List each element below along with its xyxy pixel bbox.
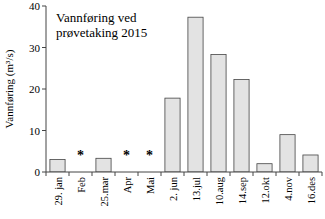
x-tick-label: 4.nov (283, 176, 294, 200)
x-tick-label: 25.mar (99, 177, 110, 207)
y-tick-label: 0 (35, 166, 41, 178)
x-tick-label: Mai (145, 177, 156, 194)
y-tick (42, 47, 46, 48)
bar (50, 160, 65, 172)
x-tick-label: Feb (76, 177, 87, 193)
x-tick (92, 172, 93, 176)
x-tick-label: Apr (122, 177, 133, 194)
y-tick-label: 40 (29, 0, 41, 12)
bar (234, 79, 249, 172)
bar (96, 158, 111, 172)
x-tick (184, 172, 185, 176)
annotation: * (146, 148, 153, 163)
bar (188, 17, 203, 172)
bar (280, 135, 295, 172)
y-axis-label: Vannføring (m³/s) (3, 49, 16, 128)
x-tick-label: 16.des (306, 177, 317, 204)
x-tick (253, 172, 254, 176)
x-tick-label: 2. jun (168, 176, 179, 201)
title: Vannføring vedprøvetaking 2015 (56, 10, 147, 40)
x-tick (69, 172, 70, 176)
x-tick (207, 172, 208, 176)
chart-container: 0 10 20 30 40 29. jan Feb 25.mar Apr Mai 2. jun 13.… (0, 0, 325, 219)
x-tick-label: 13.jul (191, 177, 202, 201)
x-tick (46, 172, 47, 176)
annotation: * (77, 148, 84, 163)
x-tick (322, 172, 323, 176)
y-tick-label: 20 (29, 83, 41, 95)
annotation: * (123, 148, 130, 163)
y-tick (42, 130, 46, 131)
x-tick (276, 172, 277, 176)
y-tick-label: 10 (29, 125, 41, 137)
x-tick-label: 12.okt (260, 177, 271, 204)
x-tick (115, 172, 116, 176)
bar (165, 98, 180, 172)
x-tick-label: 29. jan (53, 176, 64, 205)
y-tick (42, 6, 46, 7)
y-tick-label: 30 (29, 42, 41, 54)
y-tick (42, 172, 46, 173)
x-tick (138, 172, 139, 176)
x-tick-label: 14.sep (237, 177, 248, 204)
x-tick (299, 172, 300, 176)
y-tick (42, 89, 46, 90)
bars (50, 17, 318, 172)
chart: 0 10 20 30 40 29. jan Feb 25.mar Apr Mai 2. jun 13.… (0, 0, 325, 219)
bar (211, 55, 226, 172)
x-tick (230, 172, 231, 176)
x-tick (161, 172, 162, 176)
bar (303, 155, 318, 172)
bar (257, 164, 272, 172)
x-tick-label: 10.aug (214, 176, 225, 205)
